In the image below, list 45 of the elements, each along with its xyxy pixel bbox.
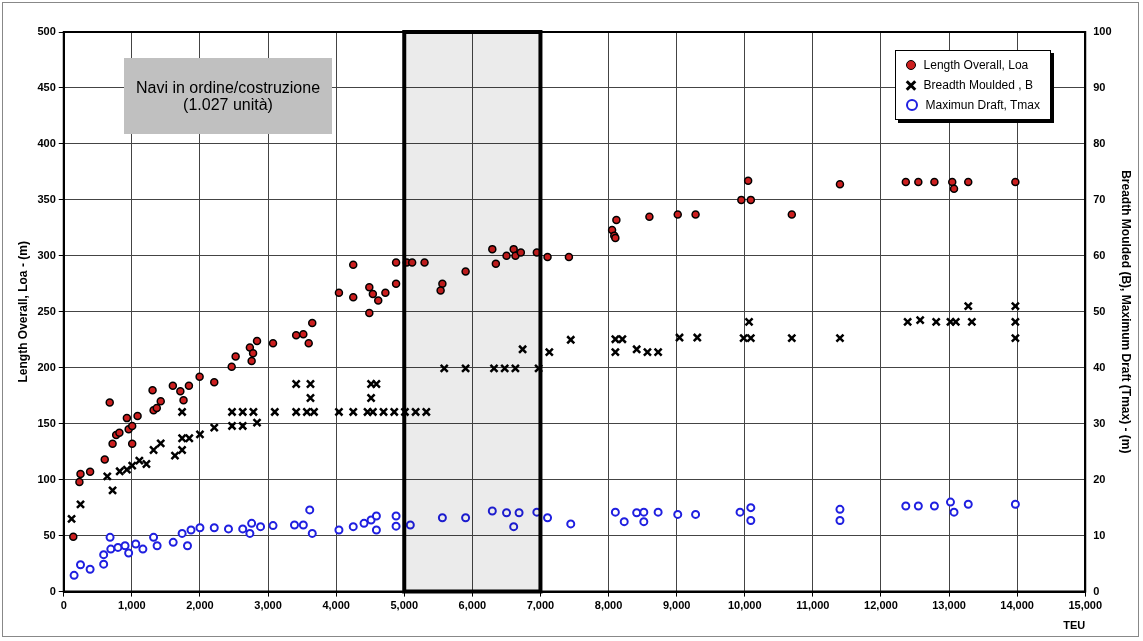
y-tick-label: 250	[37, 304, 56, 317]
y2-axis-title: Breadth Moulded (B), Maximum Draft (Tmax) - (m)	[1119, 170, 1134, 454]
y-tick-label: 150	[37, 416, 56, 429]
x-tick-label: 11,000	[796, 599, 830, 612]
y2-tick-label: 20	[1093, 472, 1106, 485]
x-tick-label: 5,000	[390, 599, 419, 612]
y2-tick-label: 40	[1093, 360, 1106, 373]
x-tick-label: 9,000	[662, 599, 691, 612]
x-tick-label: 12,000	[864, 599, 898, 612]
x-tick-label: 7,000	[526, 599, 555, 612]
legend-label: Breadth Moulded , B	[923, 78, 1033, 92]
y2-tick-label: 60	[1093, 248, 1106, 261]
x-tick-label: 2,000	[186, 599, 214, 612]
x-tick-label: 10,000	[727, 599, 762, 612]
x-tick-label: 6,000	[458, 599, 487, 612]
y-tick-label: 350	[37, 192, 56, 205]
note-box: Navi in ordine/costruzione (1.027 unità)	[124, 58, 332, 134]
y2-tick-label: 80	[1093, 136, 1106, 149]
y2-tick-label: 10	[1093, 528, 1106, 541]
x-tick-label: 14,000	[1000, 599, 1034, 612]
legend-label: Length Overall, Loa	[923, 58, 1029, 72]
x-tick-label: 8,000	[594, 599, 623, 612]
y-axis-title: Length Overall, Loa - (m)	[15, 241, 30, 383]
y-tick-label: 50	[43, 528, 56, 541]
y-tick-label: 100	[37, 472, 56, 485]
y-tick-label: 300	[37, 248, 56, 261]
x-axis-title: TEU	[1063, 619, 1086, 632]
y2-tick-label: 70	[1093, 192, 1106, 205]
x-tick-label: 4,000	[322, 599, 350, 612]
y-tick-label: 0	[49, 584, 56, 597]
y2-tick-label: 0	[1093, 584, 1100, 597]
x-tick-label: 1,000	[118, 599, 146, 612]
y2-tick-label: 50	[1093, 304, 1106, 317]
y-tick-label: 500	[37, 25, 56, 38]
legend-label: Maximun Draft, Tmax	[925, 98, 1040, 112]
y2-tick-label: 30	[1093, 416, 1106, 429]
y-tick-label: 200	[37, 360, 56, 373]
y2-tick-label: 90	[1093, 80, 1106, 93]
y-tick-label: 450	[37, 80, 56, 93]
x-tick-label: 3,000	[254, 599, 282, 612]
y2-tick-label: 100	[1093, 25, 1112, 38]
x-tick-label: 0	[60, 599, 67, 612]
x-tick-label: 15,000	[1068, 599, 1103, 612]
y-tick-label: 400	[37, 136, 56, 149]
x-tick-label: 13,000	[932, 599, 966, 612]
